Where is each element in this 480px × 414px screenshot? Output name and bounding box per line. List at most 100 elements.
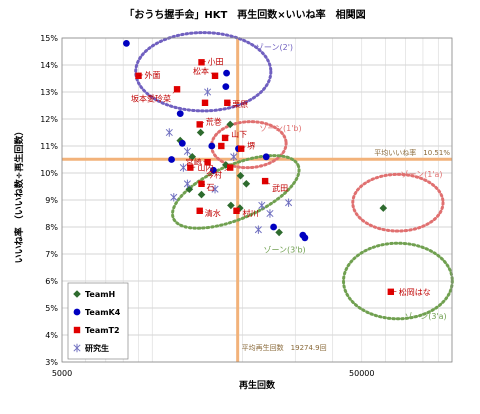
data-point xyxy=(258,201,266,210)
data-point xyxy=(379,204,388,212)
zone-ellipse xyxy=(351,172,445,233)
average-views-label: 平均再生回数 19274.9回 xyxy=(242,343,327,352)
data-point xyxy=(196,128,205,137)
chart-title: 「おうち握手会」HKT 再生回数×いいね率 相関図 xyxy=(124,8,365,21)
data-point xyxy=(242,180,251,188)
data-point xyxy=(218,142,225,150)
point-label: 松岡はな xyxy=(399,287,431,297)
y-tick-label: 15% xyxy=(40,34,58,43)
zone-label: ゾーン(1'a) xyxy=(401,170,443,179)
point-label: 宮崎 xyxy=(186,157,202,167)
data-point xyxy=(222,83,230,90)
data-point xyxy=(183,179,191,188)
legend-label: 研究生 xyxy=(85,343,109,353)
data-point xyxy=(183,147,191,156)
data-point xyxy=(188,153,197,161)
x-tick-label: 5000 xyxy=(52,369,72,378)
zone-label: ゾーン(3'b) xyxy=(263,246,305,255)
point-label: 外薗 xyxy=(145,70,161,80)
y-tick-label: 4% xyxy=(45,331,58,340)
point-label: 山内 xyxy=(197,163,213,173)
data-point xyxy=(123,40,130,47)
data-point xyxy=(221,134,229,142)
point-label-leader xyxy=(224,167,231,171)
point-label: 石 xyxy=(207,183,215,192)
data-point xyxy=(254,225,262,234)
point-label-leader xyxy=(201,61,206,63)
data-point xyxy=(201,99,209,106)
data-point xyxy=(227,201,235,210)
point-label-leader xyxy=(264,180,271,185)
data-point xyxy=(168,156,175,163)
point-label-leader xyxy=(190,166,196,168)
point-label: 小田 xyxy=(208,57,224,66)
x-axis-title: 再生回数 xyxy=(239,379,276,391)
point-label: 今村 xyxy=(206,170,222,180)
y-axis-title: いいね率 （いいね数÷再生回数） xyxy=(13,127,25,264)
point-label-leader xyxy=(224,135,230,139)
point-label: 山下 xyxy=(231,129,247,139)
point-label: 武田 xyxy=(272,183,288,193)
point-label-leader xyxy=(236,210,241,212)
legend-label: TeamH xyxy=(85,290,115,299)
data-point xyxy=(179,163,187,172)
data-point xyxy=(211,185,219,194)
data-point xyxy=(236,171,245,180)
data-point xyxy=(230,152,238,161)
zone-label: ゾーン(1'b) xyxy=(259,124,301,133)
point-label-leader xyxy=(172,89,178,94)
data-point xyxy=(226,120,234,129)
data-point xyxy=(165,128,173,137)
point-label: 堺 xyxy=(247,141,255,151)
point-label: 清水 xyxy=(205,208,221,218)
point-label-leader xyxy=(390,291,397,293)
data-point xyxy=(187,164,194,171)
x-tick-label: 50000 xyxy=(349,369,374,378)
zone-label: ゾーン(2') xyxy=(256,43,293,52)
point-label-leader xyxy=(138,74,143,77)
point-label-leader xyxy=(201,183,206,186)
point-label: 坂本愛玲菜 xyxy=(131,93,171,103)
y-tick-label: 7% xyxy=(45,250,58,259)
legend-label: TeamK4 xyxy=(85,308,121,317)
y-tick-label: 11% xyxy=(40,142,58,151)
y-tick-label: 6% xyxy=(45,277,58,286)
data-point xyxy=(222,161,230,169)
data-point xyxy=(223,69,230,77)
y-tick-label: 14% xyxy=(40,61,58,70)
data-point xyxy=(285,198,293,207)
axes-layer: 3% 4% 5% 6% 7% 8% 9% 10% 11% 12% 13% 14% 15% 5000 5000… xyxy=(40,34,453,378)
data-point xyxy=(266,209,274,218)
legend-marker xyxy=(73,326,81,334)
data-point xyxy=(170,193,178,202)
y-tick-label: 12% xyxy=(40,115,58,124)
data-point xyxy=(176,110,184,117)
data-point xyxy=(261,177,269,185)
legend-marker xyxy=(73,308,81,316)
data-point xyxy=(210,166,217,174)
point-label: 栗原 xyxy=(232,100,248,109)
data-point xyxy=(197,190,206,199)
legend-marker xyxy=(73,343,81,353)
point-label: 荒巻 xyxy=(206,116,222,126)
data-point xyxy=(275,228,283,237)
y-tick-label: 13% xyxy=(40,88,58,97)
reference-lines: 平均再生回数 19274.9回 平均いいね率 10.51% xyxy=(62,38,452,362)
legend: TeamH TeamK4 TeamT2 研究生 xyxy=(67,282,129,360)
data-point xyxy=(270,223,277,231)
data-point xyxy=(185,185,194,193)
point-label: 松本 xyxy=(193,66,209,76)
point-label-leader xyxy=(241,146,246,149)
y-tick-label: 5% xyxy=(45,304,58,313)
y-tick-label: 3% xyxy=(45,358,58,367)
data-point xyxy=(208,142,216,150)
data-point xyxy=(262,153,270,161)
legend-label: TeamT2 xyxy=(85,326,120,335)
point-label-leader xyxy=(199,210,204,212)
point-label-leader xyxy=(203,161,208,163)
average-like-rate-label: 平均いいね率 10.51% xyxy=(374,148,450,157)
zone-ellipse xyxy=(134,31,273,113)
legend-marker xyxy=(73,290,81,298)
